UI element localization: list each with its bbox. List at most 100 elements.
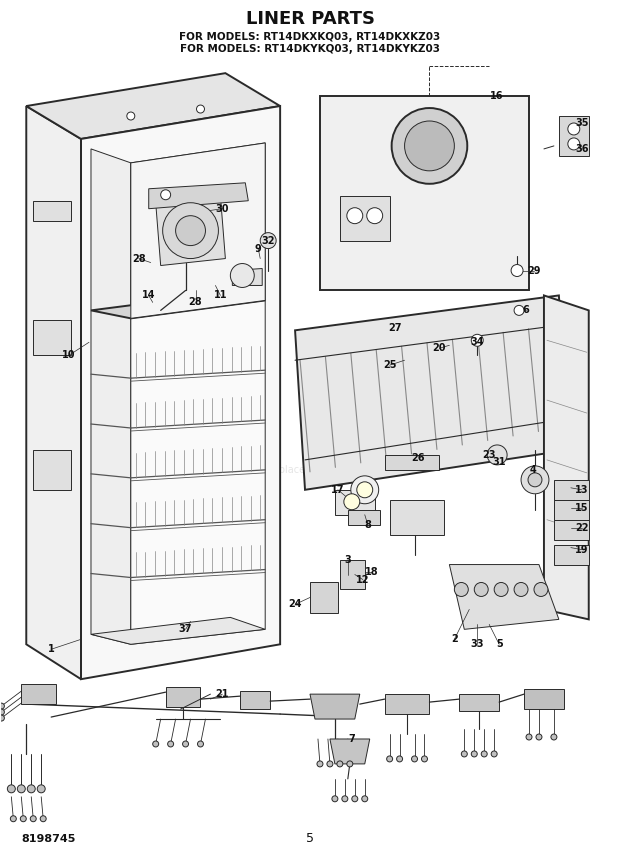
Polygon shape: [389, 500, 445, 535]
Polygon shape: [232, 269, 262, 285]
Circle shape: [422, 756, 427, 762]
Text: 5: 5: [496, 639, 503, 650]
Text: 9: 9: [255, 244, 262, 253]
Text: 27: 27: [388, 324, 401, 333]
Circle shape: [392, 108, 467, 184]
Circle shape: [551, 734, 557, 740]
Circle shape: [231, 264, 254, 288]
Circle shape: [534, 582, 548, 597]
Circle shape: [162, 203, 218, 259]
Text: FOR MODELS: RT14DKXKQ03, RT14DKXKZ03: FOR MODELS: RT14DKXKQ03, RT14DKXKZ03: [179, 33, 441, 42]
Circle shape: [351, 476, 379, 503]
Text: 1: 1: [48, 645, 55, 654]
Circle shape: [511, 265, 523, 276]
Text: 24: 24: [288, 599, 302, 609]
Polygon shape: [310, 581, 338, 614]
Text: 21: 21: [216, 689, 229, 699]
Circle shape: [7, 785, 16, 793]
Text: 28: 28: [188, 297, 202, 307]
Circle shape: [397, 756, 402, 762]
Polygon shape: [330, 739, 370, 764]
Circle shape: [347, 208, 363, 223]
Circle shape: [461, 751, 467, 757]
Circle shape: [342, 796, 348, 802]
Circle shape: [528, 473, 542, 487]
Circle shape: [526, 734, 532, 740]
Text: 8: 8: [365, 520, 371, 530]
Text: 13: 13: [575, 484, 588, 495]
Circle shape: [568, 138, 580, 150]
Circle shape: [175, 216, 205, 246]
Text: 14: 14: [142, 290, 156, 300]
Polygon shape: [335, 490, 374, 514]
Circle shape: [337, 761, 343, 767]
Polygon shape: [320, 96, 529, 290]
Circle shape: [347, 761, 353, 767]
Polygon shape: [166, 687, 200, 707]
Text: 19: 19: [575, 544, 588, 555]
Circle shape: [167, 741, 174, 747]
Text: 2: 2: [451, 634, 458, 645]
Text: 3: 3: [345, 555, 351, 565]
Text: 6: 6: [523, 306, 529, 315]
Circle shape: [11, 816, 16, 822]
Circle shape: [487, 445, 507, 465]
Circle shape: [352, 796, 358, 802]
Circle shape: [367, 208, 383, 223]
Polygon shape: [524, 689, 564, 709]
Circle shape: [198, 741, 203, 747]
Text: 16: 16: [490, 91, 504, 101]
Circle shape: [127, 112, 135, 120]
Circle shape: [17, 785, 25, 793]
Text: 17: 17: [331, 484, 345, 495]
Polygon shape: [384, 694, 430, 714]
Circle shape: [0, 703, 4, 709]
Polygon shape: [340, 196, 389, 241]
Circle shape: [37, 785, 45, 793]
Polygon shape: [33, 450, 71, 490]
Circle shape: [317, 761, 323, 767]
Text: 20: 20: [433, 343, 446, 354]
Polygon shape: [340, 560, 365, 590]
Polygon shape: [149, 183, 248, 209]
Text: 37: 37: [179, 624, 192, 634]
Circle shape: [514, 306, 524, 315]
Text: 26: 26: [411, 453, 424, 463]
Polygon shape: [26, 106, 81, 679]
Text: 23: 23: [482, 450, 496, 460]
Text: 11: 11: [214, 290, 227, 300]
Text: 10: 10: [63, 350, 76, 360]
Text: 28: 28: [132, 253, 146, 264]
Polygon shape: [91, 293, 265, 318]
Circle shape: [182, 741, 188, 747]
Text: ereplacementparts: ereplacementparts: [264, 465, 356, 475]
Polygon shape: [33, 201, 71, 221]
Polygon shape: [295, 295, 569, 490]
Text: 35: 35: [575, 118, 588, 128]
Circle shape: [494, 582, 508, 597]
Text: 22: 22: [575, 523, 588, 532]
Polygon shape: [348, 509, 379, 525]
Text: 4: 4: [529, 465, 536, 475]
Circle shape: [0, 709, 4, 715]
Polygon shape: [91, 617, 265, 645]
Polygon shape: [450, 565, 559, 629]
Polygon shape: [554, 520, 589, 539]
Circle shape: [405, 121, 454, 171]
Circle shape: [20, 816, 26, 822]
Text: 25: 25: [383, 360, 396, 370]
Polygon shape: [559, 116, 589, 156]
Circle shape: [0, 715, 4, 721]
Circle shape: [491, 751, 497, 757]
Text: 32: 32: [262, 235, 275, 246]
Circle shape: [344, 494, 360, 509]
Circle shape: [161, 190, 171, 199]
Text: 15: 15: [575, 502, 588, 513]
Polygon shape: [156, 196, 226, 265]
Circle shape: [260, 233, 276, 248]
Circle shape: [536, 734, 542, 740]
Circle shape: [27, 785, 35, 793]
Polygon shape: [131, 143, 265, 318]
Polygon shape: [81, 106, 280, 679]
Circle shape: [412, 756, 417, 762]
